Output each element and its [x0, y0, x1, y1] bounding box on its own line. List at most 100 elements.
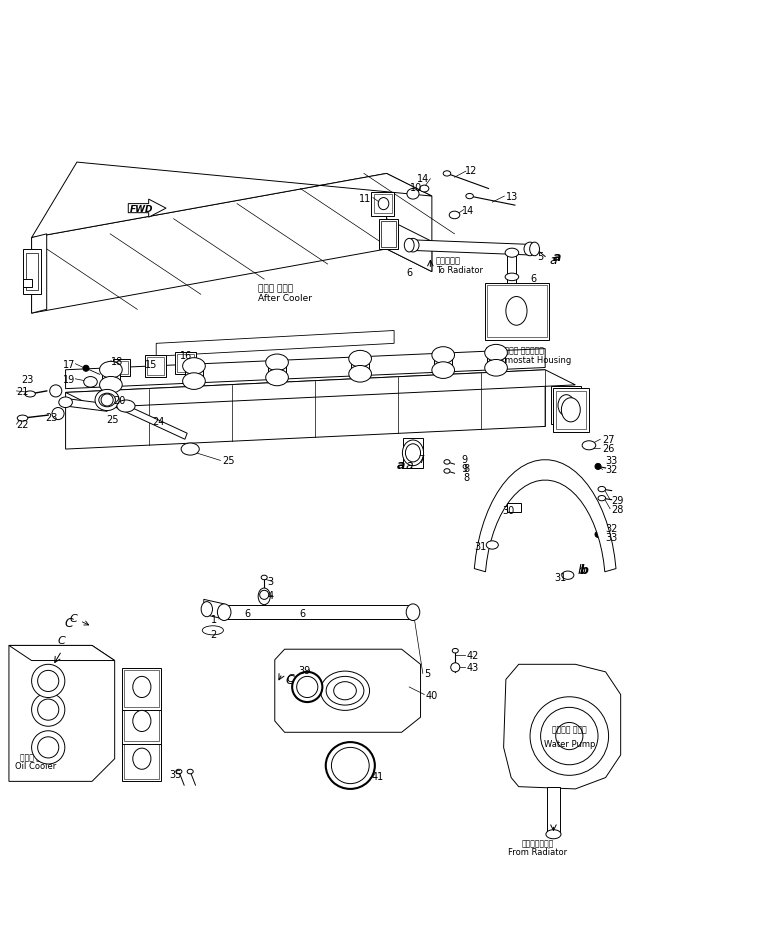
Text: 6: 6 [407, 268, 413, 277]
Text: 30: 30 [503, 506, 515, 516]
Circle shape [530, 697, 609, 776]
Text: 35: 35 [169, 769, 181, 779]
Bar [175, 352, 196, 375]
Ellipse shape [99, 394, 115, 407]
Polygon shape [9, 645, 114, 782]
Bar [124, 743, 159, 780]
Ellipse shape [420, 186, 429, 192]
Text: After Cooler: After Cooler [258, 293, 312, 303]
Text: 40: 40 [426, 690, 438, 700]
Circle shape [38, 670, 59, 692]
Text: 25: 25 [222, 456, 234, 466]
Text: 27: 27 [602, 435, 614, 445]
Ellipse shape [133, 748, 151, 769]
Text: 15: 15 [146, 360, 158, 370]
Ellipse shape [449, 212, 460, 220]
Bar [507, 504, 521, 512]
Text: ウォータ ポンプ: ウォータ ポンプ [552, 724, 587, 733]
Bar [23, 249, 42, 295]
Text: 8: 8 [464, 464, 470, 473]
Text: C: C [64, 616, 73, 629]
Bar [122, 703, 161, 744]
Text: 10: 10 [410, 183, 422, 193]
Polygon shape [204, 600, 224, 620]
Text: オイル クーラ: オイル クーラ [20, 752, 51, 762]
Bar [374, 194, 392, 214]
Ellipse shape [266, 355, 288, 371]
Polygon shape [156, 331, 394, 357]
Text: 17: 17 [63, 359, 75, 369]
Ellipse shape [562, 398, 581, 423]
Bar [124, 670, 159, 707]
Ellipse shape [202, 626, 224, 635]
Text: ラジエータから: ラジエータから [522, 838, 554, 847]
Text: 13: 13 [506, 192, 518, 202]
Text: 1: 1 [211, 614, 217, 625]
Bar [351, 359, 369, 374]
Ellipse shape [349, 351, 371, 367]
Text: 42: 42 [467, 650, 479, 661]
Ellipse shape [326, 743, 375, 789]
Text: b: b [579, 564, 588, 577]
Bar [554, 390, 578, 422]
Circle shape [595, 464, 601, 470]
Ellipse shape [484, 345, 507, 362]
Text: 2: 2 [211, 629, 217, 640]
Text: 32: 32 [606, 524, 618, 534]
Ellipse shape [407, 189, 419, 200]
Bar [379, 220, 398, 249]
Ellipse shape [404, 239, 414, 252]
Text: 6: 6 [530, 273, 536, 284]
Polygon shape [32, 163, 432, 238]
Ellipse shape [17, 416, 28, 422]
Text: 23: 23 [21, 374, 34, 385]
Polygon shape [9, 645, 114, 661]
Text: 24: 24 [152, 417, 164, 426]
Circle shape [595, 532, 601, 538]
Ellipse shape [407, 239, 419, 252]
Ellipse shape [25, 391, 36, 398]
Bar [434, 356, 453, 370]
Text: 41: 41 [371, 771, 384, 782]
Ellipse shape [582, 442, 596, 450]
Text: サーモスタット ハウジング: サーモスタット ハウジング [486, 347, 544, 355]
Ellipse shape [453, 648, 459, 653]
Text: 21: 21 [17, 387, 29, 396]
Ellipse shape [201, 602, 212, 617]
Text: b: b [578, 563, 585, 576]
Text: 22: 22 [17, 420, 29, 429]
Text: From Radiator: From Radiator [508, 847, 567, 856]
Polygon shape [547, 786, 560, 834]
Bar [553, 388, 589, 432]
Ellipse shape [486, 542, 498, 549]
Bar [114, 362, 128, 375]
Ellipse shape [562, 571, 574, 580]
Ellipse shape [331, 747, 369, 783]
Ellipse shape [99, 362, 122, 379]
Ellipse shape [432, 347, 455, 364]
Text: Water Pump: Water Pump [543, 740, 595, 748]
Polygon shape [475, 461, 616, 572]
Bar [487, 286, 547, 338]
Ellipse shape [444, 469, 450, 474]
Polygon shape [224, 605, 413, 620]
Text: 9: 9 [462, 454, 468, 465]
Polygon shape [275, 649, 421, 732]
Text: a: a [553, 250, 561, 264]
Ellipse shape [505, 248, 518, 258]
Circle shape [556, 723, 583, 750]
Circle shape [50, 386, 62, 398]
Circle shape [540, 707, 598, 765]
Ellipse shape [181, 444, 199, 456]
Text: a: a [550, 254, 557, 267]
Text: 32: 32 [606, 465, 618, 475]
Text: 26: 26 [602, 444, 614, 454]
Circle shape [38, 700, 59, 721]
Text: 31: 31 [475, 542, 487, 552]
Text: C: C [285, 673, 294, 686]
Circle shape [451, 664, 460, 672]
Circle shape [101, 394, 113, 407]
Ellipse shape [406, 605, 420, 621]
Text: ラジエータ: ラジエータ [436, 256, 461, 266]
Text: 14: 14 [462, 207, 475, 216]
